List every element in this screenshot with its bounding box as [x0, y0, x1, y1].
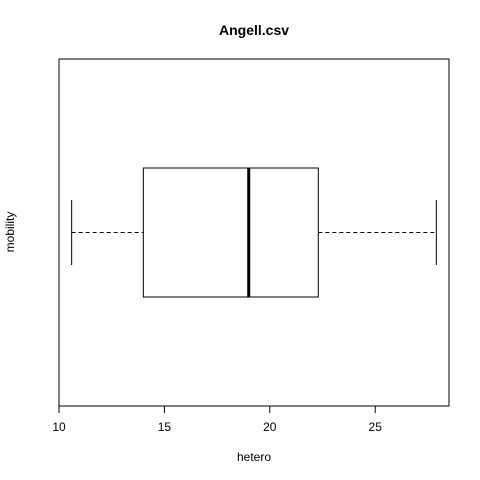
box-group — [71, 167, 437, 298]
x-tick-label: 25 — [369, 420, 383, 434]
x-axis: 10 15 20 25 — [52, 405, 383, 434]
x-tick-label: 20 — [263, 420, 277, 434]
chart-title: Angell.csv — [219, 22, 289, 38]
x-tick-label: 10 — [52, 420, 66, 434]
x-tick-label: 15 — [158, 420, 172, 434]
iqr-box — [142, 167, 319, 298]
x-axis-label: hetero — [237, 450, 271, 464]
y-axis-label: mobility — [3, 212, 17, 253]
